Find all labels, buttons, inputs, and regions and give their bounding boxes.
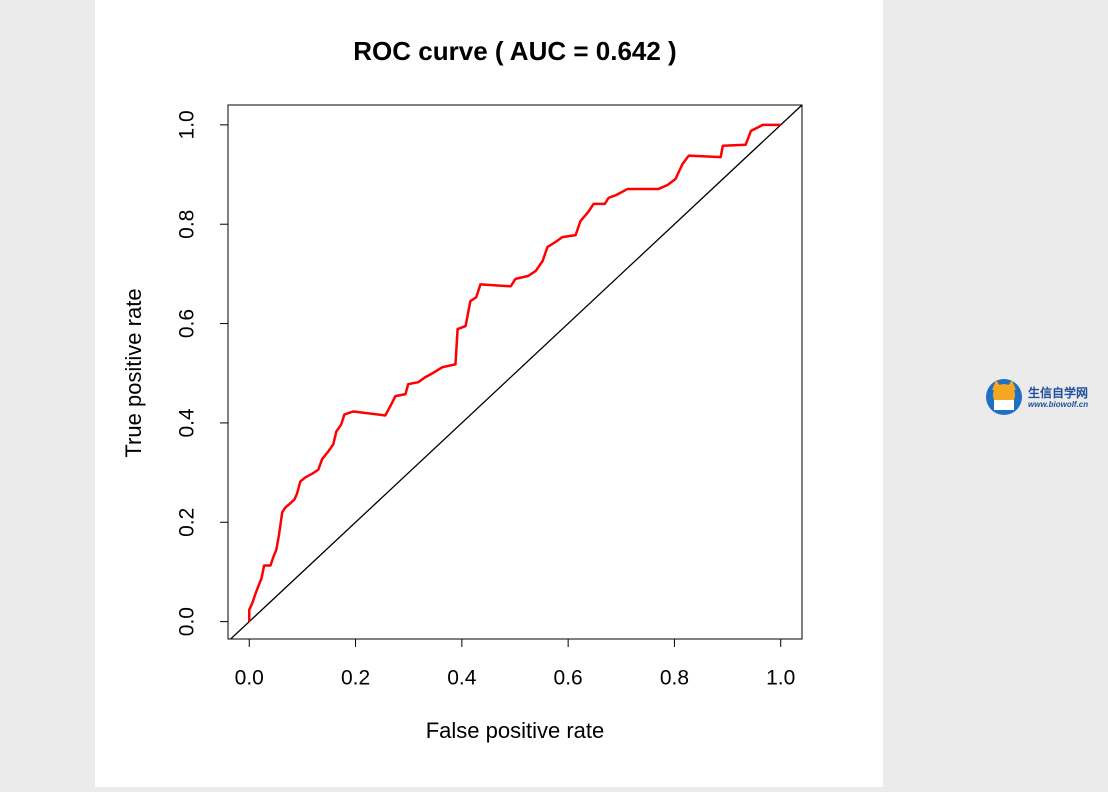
- x-tick-label: 0.0: [235, 667, 264, 690]
- x-tick-label: 0.2: [341, 667, 370, 690]
- y-tick-label: 0.6: [176, 309, 199, 338]
- watermark-url: www.biowolf.cn: [1028, 400, 1089, 409]
- watermark-logo: [986, 379, 1022, 415]
- watermark-name: 生信自学网: [1028, 386, 1089, 400]
- x-tick-label: 0.4: [447, 667, 477, 690]
- y-tick-label: 0.4: [176, 408, 199, 438]
- watermark: 生信自学网 www.biowolf.cn: [984, 376, 1108, 418]
- x-tick-label: 0.8: [660, 667, 689, 690]
- reference-diagonal: [230, 104, 803, 640]
- chart-title: ROC curve ( AUC = 0.642 ): [353, 36, 676, 66]
- y-tick-label: 0.0: [176, 607, 199, 636]
- y-tick-label: 0.2: [176, 508, 199, 537]
- roc-curve: [248, 123, 781, 622]
- y-tick-label: 0.8: [176, 210, 199, 239]
- y-axis-label: True positive rate: [121, 288, 146, 457]
- y-tick-label: 1.0: [176, 110, 199, 139]
- x-tick-label: 1.0: [766, 667, 795, 690]
- x-axis-label: False positive rate: [426, 718, 605, 743]
- x-tick-label: 0.6: [554, 667, 583, 690]
